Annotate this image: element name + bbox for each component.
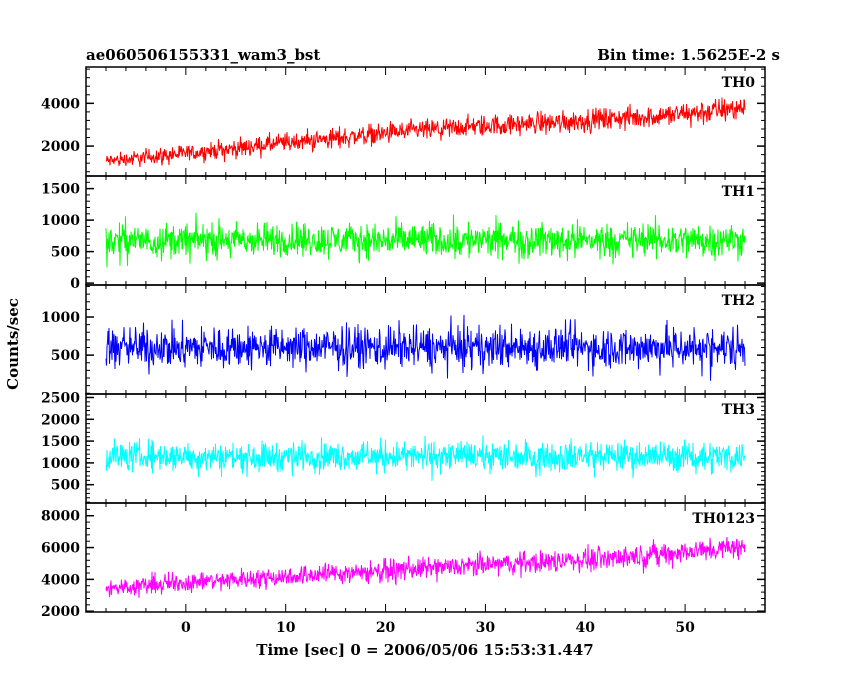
x-tick-label: 10 bbox=[276, 620, 296, 636]
x-tick-label: 0 bbox=[181, 620, 191, 636]
panel-th0: 2000 4000 TH0 bbox=[41, 66, 766, 177]
bin-time-label: Bin time: 1.5625E-2 s bbox=[597, 46, 780, 64]
y-tick-label: 2000 bbox=[41, 139, 80, 155]
y-tick-label: 4000 bbox=[41, 572, 80, 588]
series-line-th0123 bbox=[105, 536, 746, 598]
y-tick-label: 1500 bbox=[41, 182, 80, 198]
x-axis-label: Time [sec] 0 = 2006/05/06 15:53:31.447 bbox=[256, 641, 593, 659]
y-tick-label: 0 bbox=[70, 276, 80, 292]
panel-frame bbox=[85, 175, 766, 286]
y-tick-label: 500 bbox=[51, 478, 80, 494]
panels: 2000 4000 TH0 0 500 1000 1500 TH1 500 1000 TH2 500 1… bbox=[41, 66, 766, 620]
panel-label-th0123: TH0123 bbox=[692, 511, 755, 527]
panel-label-th2: TH2 bbox=[722, 293, 755, 309]
file-name-title: ae060506155331_wam3_bst bbox=[86, 46, 320, 64]
y-tick-label: 1000 bbox=[41, 213, 80, 229]
x-tick-label: 20 bbox=[376, 620, 396, 636]
x-axis: 0 10 20 30 40 50 bbox=[181, 620, 695, 636]
panel-frame bbox=[85, 502, 766, 613]
panel-th1: 0 500 1000 1500 TH1 bbox=[41, 175, 766, 292]
panel-th3: 500 1000 1500 2000 2500 TH3 bbox=[41, 390, 766, 504]
y-tick-label: 1000 bbox=[41, 456, 80, 472]
x-tick-label: 40 bbox=[576, 620, 596, 636]
y-tick-label: 500 bbox=[51, 348, 80, 364]
y-axis-label: Counts/sec bbox=[4, 298, 22, 390]
panel-label-th0: TH0 bbox=[722, 75, 756, 91]
y-tick-label: 2000 bbox=[41, 604, 80, 620]
y-tick-label: 2000 bbox=[41, 412, 80, 428]
y-tick-label: 8000 bbox=[41, 509, 80, 525]
y-tick-label: 2500 bbox=[41, 390, 80, 406]
panel-th0123: 2000 4000 6000 8000 TH0123 bbox=[41, 502, 766, 620]
series-line-th0 bbox=[105, 97, 746, 167]
y-tick-label: 1000 bbox=[41, 310, 80, 326]
x-tick-label: 30 bbox=[476, 620, 496, 636]
panel-label-th1: TH1 bbox=[722, 184, 755, 200]
y-tick-label: 6000 bbox=[41, 541, 80, 557]
x-tick-label: 50 bbox=[675, 620, 695, 636]
series-line-th3 bbox=[105, 435, 746, 481]
y-tick-label: 1500 bbox=[41, 434, 80, 450]
series-line-th2 bbox=[105, 314, 746, 381]
y-tick-label: 500 bbox=[51, 245, 80, 261]
panel-label-th3: TH3 bbox=[722, 402, 755, 418]
y-tick-label: 4000 bbox=[41, 96, 80, 112]
series-line-th1 bbox=[105, 212, 746, 268]
panel-th2: 500 1000 TH2 bbox=[41, 284, 766, 395]
